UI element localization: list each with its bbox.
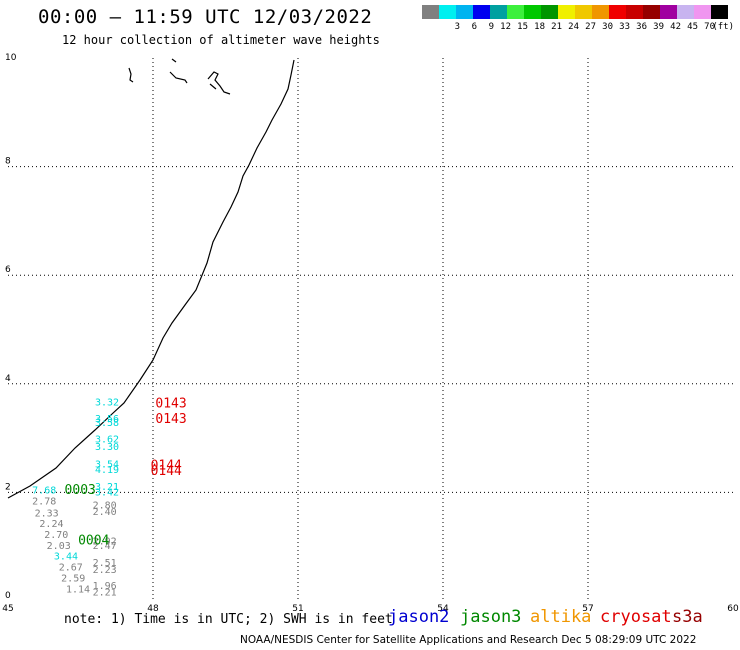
wave-height-value: 3.58 — [95, 418, 119, 429]
pass-time-label: 0143 — [155, 412, 186, 427]
legend-s3a: s3a — [672, 607, 703, 627]
legend-label: 15 — [517, 22, 528, 32]
wave-height-value: 3.62 — [95, 434, 119, 445]
lat-tick-label: 2 — [5, 482, 11, 492]
pass-time-label: 0144 — [151, 459, 182, 474]
wave-height-value: 2.51 — [93, 558, 117, 569]
wave-height-value: 2.40 — [93, 507, 117, 518]
legend-unit: (ft) — [712, 22, 734, 32]
wave-height-value: 3.30 — [95, 442, 119, 453]
legend-swatch — [626, 5, 643, 19]
lon-tick-label: 54 — [437, 604, 449, 614]
legend-label: 30 — [602, 22, 613, 32]
wave-height-value: 7.68 — [32, 485, 56, 496]
wave-height-value: 1.96 — [93, 581, 117, 592]
legend-label: 9 — [488, 22, 494, 32]
legend-label: 33 — [619, 22, 630, 32]
footer-note: note: 1) Time is in UTC; 2) SWH is in fe… — [64, 612, 393, 627]
pass-time-label: 0003 — [65, 483, 96, 498]
legend-swatch — [575, 5, 592, 19]
legend-swatch — [507, 5, 524, 19]
island-3 — [207, 71, 231, 95]
lat-tick-label: 0 — [5, 591, 11, 601]
legend-label: 6 — [471, 22, 477, 32]
wave-height-value: 2.80 — [93, 501, 117, 512]
legend-altika: altika — [530, 607, 592, 627]
wave-height-value: 3.21 — [95, 482, 119, 493]
wave-height-value: 2.67 — [59, 563, 83, 574]
legend-label: 42 — [670, 22, 681, 32]
legend-label: 70 — [704, 22, 715, 32]
legend-jason2: jason2 — [388, 607, 450, 627]
lon-tick-label: 45 — [2, 604, 13, 614]
legend-jason3: jason3 — [460, 607, 522, 627]
coastline-somalia — [7, 59, 295, 499]
legend-label: 3 — [454, 22, 460, 32]
lat-lon-grid — [8, 58, 733, 601]
legend-label: 18 — [534, 22, 545, 32]
wave-height-value: 2.70 — [44, 530, 68, 541]
wave-height-value: 2.03 — [47, 541, 71, 552]
legend-swatch — [694, 5, 711, 19]
pass-time-label: 0143 — [155, 397, 186, 412]
wave-height-value: 4.19 — [95, 465, 119, 476]
legend-swatch — [558, 5, 575, 19]
legend-swatch — [677, 5, 694, 19]
legend-swatch — [490, 5, 507, 19]
legend-swatch — [422, 5, 439, 19]
pass-time-label: 0144 — [151, 464, 182, 479]
wave-height-value: 2.92 — [93, 537, 117, 548]
axis-labels: 45 48 51 54 57 60 0 2 4 6 8 10 — [2, 53, 739, 614]
coastline — [7, 58, 295, 499]
legend-swatch — [609, 5, 626, 19]
lon-tick-label: 60 — [727, 604, 739, 614]
legend-cryosat: cryosat — [600, 607, 672, 627]
wave-height-value: 2.47 — [93, 541, 117, 552]
lat-tick-label: 10 — [5, 53, 17, 63]
legend-label: 36 — [636, 22, 647, 32]
legend-swatch — [660, 5, 677, 19]
legend-label: 21 — [551, 22, 562, 32]
wave-height-value: 3.54 — [95, 459, 119, 470]
legend-label: 24 — [568, 22, 579, 32]
page-title: 00:00 — 11:59 UTC 12/03/2022 — [38, 6, 373, 28]
wave-height-value: 3.44 — [54, 552, 78, 563]
legend-label: 45 — [687, 22, 698, 32]
legend-label: 27 — [585, 22, 596, 32]
wave-height-value: 3.32 — [95, 398, 119, 409]
wave-height-value: 3.42 — [95, 488, 119, 499]
legend-swatch — [439, 5, 456, 19]
legend-swatch — [592, 5, 609, 19]
wave-height-value: 2.33 — [35, 508, 59, 519]
wave-height-value: 2.59 — [61, 573, 85, 584]
wave-height-value: 2.24 — [39, 519, 63, 530]
lat-tick-label: 6 — [5, 265, 11, 275]
legend-swatch — [711, 5, 728, 19]
lat-tick-label: 8 — [5, 157, 11, 167]
island-1 — [128, 67, 134, 83]
wave-height-value: 3.56 — [95, 414, 119, 425]
lon-tick-label: 51 — [292, 604, 303, 614]
lat-tick-label: 4 — [5, 374, 11, 384]
lon-tick-label: 57 — [582, 604, 593, 614]
legend-swatch — [541, 5, 558, 19]
page-subtitle: 12 hour collection of altimeter wave hei… — [62, 33, 380, 47]
wave-height-value: 1.14 — [66, 584, 90, 595]
wave-height-value: 2.21 — [93, 588, 117, 599]
pass-time-label: 0004 — [78, 534, 109, 549]
wave-height-value: 2.23 — [93, 565, 117, 576]
legend-swatch — [456, 5, 473, 19]
legend-swatch — [643, 5, 660, 19]
legend-label: 39 — [653, 22, 664, 32]
legend-label: 12 — [500, 22, 511, 32]
legend-swatch — [473, 5, 490, 19]
credit-line: NOAA/NESDIS Center for Satellite Applica… — [240, 634, 697, 646]
lon-tick-label: 48 — [147, 604, 159, 614]
legend-swatch — [524, 5, 541, 19]
wave-height-value: 2.78 — [32, 496, 56, 507]
observations: 3.32 3.563.58 3.623.30 3.544.19 3.213.42 2.80… — [32, 398, 119, 599]
island-2 — [169, 58, 188, 84]
